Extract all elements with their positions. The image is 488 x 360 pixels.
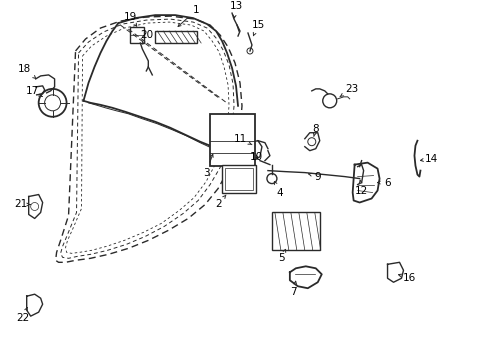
Text: 14: 14 xyxy=(420,154,437,164)
Bar xyxy=(155,31,197,43)
Text: 8: 8 xyxy=(312,124,319,136)
Text: 10: 10 xyxy=(249,152,262,162)
Text: 6: 6 xyxy=(377,177,390,188)
Text: 12: 12 xyxy=(354,180,367,195)
Text: 7: 7 xyxy=(290,281,297,297)
Text: 9: 9 xyxy=(308,172,321,181)
Text: 3: 3 xyxy=(203,154,213,177)
Bar xyxy=(210,114,254,166)
Text: 2: 2 xyxy=(214,195,225,210)
Text: 11: 11 xyxy=(233,134,251,145)
Text: 20: 20 xyxy=(140,30,153,44)
Bar xyxy=(222,165,255,193)
Text: 23: 23 xyxy=(339,84,358,97)
Text: 13: 13 xyxy=(229,1,242,18)
Text: 1: 1 xyxy=(178,5,199,27)
Bar xyxy=(224,168,252,190)
Text: 21: 21 xyxy=(14,199,30,210)
Text: 15: 15 xyxy=(251,20,264,36)
Bar xyxy=(271,212,319,250)
Text: 16: 16 xyxy=(398,273,415,283)
Bar xyxy=(130,27,144,43)
Text: 18: 18 xyxy=(18,64,36,78)
Text: 17: 17 xyxy=(26,86,42,96)
Text: 4: 4 xyxy=(274,181,283,198)
Text: 5: 5 xyxy=(278,249,285,263)
Text: 19: 19 xyxy=(123,12,137,26)
Text: 22: 22 xyxy=(16,307,29,323)
